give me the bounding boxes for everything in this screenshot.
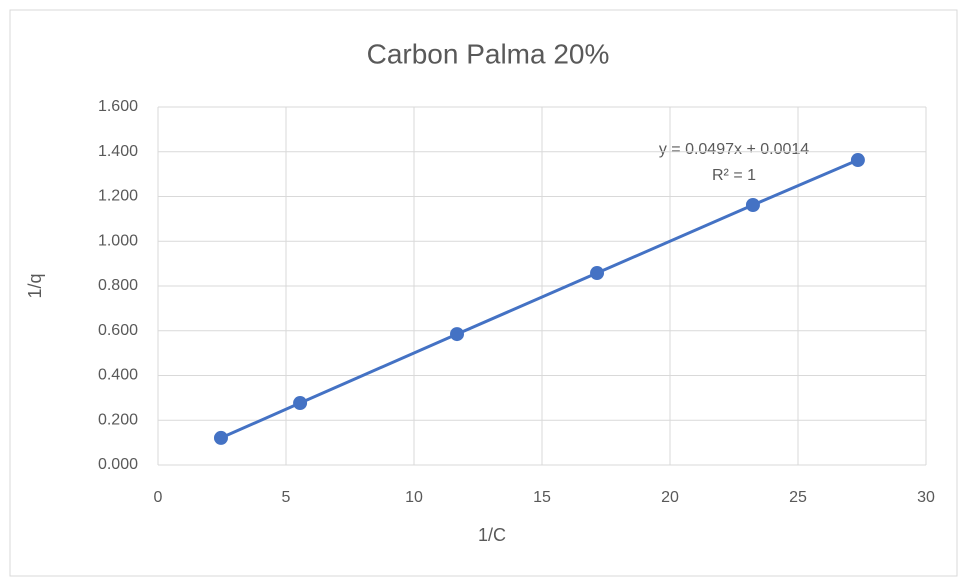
x-tick-label: 25 [789, 489, 807, 506]
x-tick-label: 30 [917, 489, 935, 506]
y-tick-label: 1.400 [98, 143, 138, 160]
x-tick-label: 15 [533, 489, 551, 506]
x-tick-label: 5 [282, 489, 291, 506]
point [590, 266, 605, 281]
point [745, 198, 760, 213]
y-tick-label: 1.200 [98, 188, 138, 205]
y-tick-label: 0.800 [98, 277, 138, 294]
point [213, 430, 228, 445]
equation: y = 0.0497x + 0.0014 [659, 141, 809, 158]
chart-border [9, 9, 958, 577]
x-tick-label: 20 [661, 489, 679, 506]
y-tick-label: 1.600 [98, 98, 138, 115]
point [850, 153, 865, 168]
y-tick-label: 1.000 [98, 232, 138, 249]
y-tick-label: 0.400 [98, 367, 138, 384]
y-tick-label: 0.200 [98, 411, 138, 428]
x-axis-label: 1/C [478, 525, 506, 545]
x-tick-label: 10 [405, 489, 423, 506]
point [293, 396, 308, 411]
x-tick-label: 0 [154, 489, 163, 506]
trendline [220, 158, 859, 440]
r-squared: R² = 1 [712, 167, 756, 184]
y-tick-label: 0.000 [98, 456, 138, 473]
y-axis-label: 1/q [25, 273, 45, 298]
point [450, 327, 465, 342]
y-tick-label: 0.600 [98, 322, 138, 339]
chart-title: Carbon Palma 20% [367, 38, 610, 69]
